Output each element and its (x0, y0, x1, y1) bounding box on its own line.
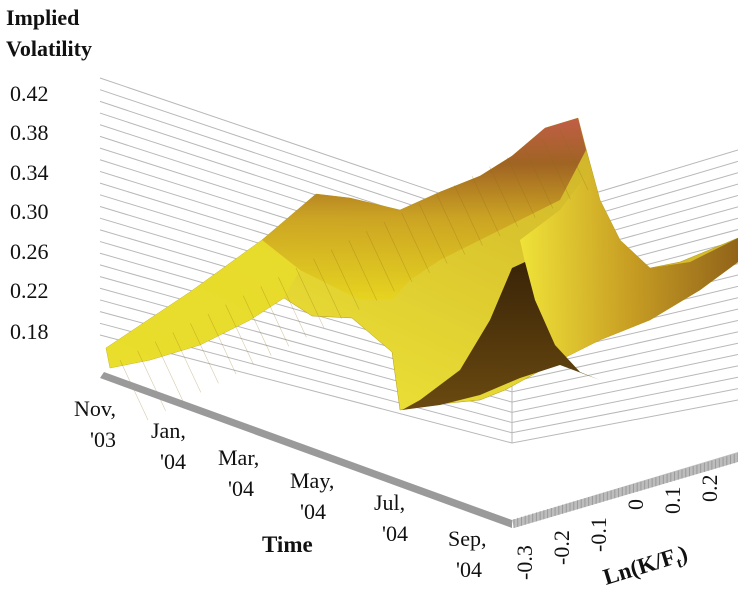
z-tick-label: 0.34 (10, 160, 49, 185)
moneyness-tick-labels: -0.3 -0.2 -0.1 0 0.1 0.2 (512, 475, 722, 581)
moneyness-axis-label: Ln(K/Ft) (600, 540, 691, 591)
surface-streak (313, 258, 342, 319)
z-axis-label: Implied Volatility (6, 5, 92, 61)
surface-streak (506, 157, 536, 218)
surface-streak (366, 231, 395, 292)
moneyness-tick-label: -0.1 (586, 517, 611, 552)
surface-streak (330, 249, 360, 310)
z-tick-labels: 0.42 0.38 0.34 0.30 0.26 0.22 0.18 (10, 81, 49, 344)
moneyness-minor-ticks (513, 453, 738, 528)
surface-shadow-fold (402, 262, 600, 410)
surface-streak (172, 332, 202, 393)
surface-streak (436, 194, 466, 255)
surface-streak (524, 148, 554, 209)
time-tick-label: Sep, '04 (448, 526, 492, 582)
surface-streak (154, 341, 184, 402)
time-tick-label: Nov, '03 (74, 396, 121, 452)
surface-streak (348, 240, 378, 301)
time-tick-label: Jul, '04 (374, 490, 411, 546)
time-tick-label: May, '04 (290, 468, 340, 524)
surface-streak (383, 221, 413, 283)
moneyness-tick-label: 0.2 (697, 475, 722, 503)
surface-streak (278, 277, 307, 338)
surface-streak (242, 295, 272, 356)
time-tick-labels: Nov, '03 Jan, '04 Mar, '04 May, '04 Jul,… (74, 396, 492, 582)
surface-main-ridge (262, 118, 586, 300)
z-tick-label: 0.22 (10, 278, 49, 303)
surface-streak (401, 212, 430, 273)
moneyness-tick-label: -0.3 (512, 545, 537, 580)
time-tick-label: Mar, '04 (218, 445, 265, 501)
moneyness-tick-label: 0 (623, 499, 648, 510)
time-axis-label: Time (262, 532, 313, 557)
moneyness-tick-label: 0.1 (660, 487, 685, 515)
time-axis-floor (100, 372, 512, 528)
surface-streak (190, 323, 219, 384)
z-tick-label: 0.26 (10, 239, 49, 264)
z-tick-label: 0.42 (10, 81, 49, 106)
time-tick-label: Jan, '04 (151, 418, 191, 474)
surface-ridge-lines (119, 129, 589, 421)
moneyness-tick-label: -0.2 (549, 530, 574, 565)
surface-streak (418, 203, 448, 264)
surface-streak (471, 175, 501, 237)
surface-streak (454, 185, 483, 246)
z-tick-label: 0.38 (10, 120, 49, 145)
surface-streak (207, 313, 237, 375)
surface-streak (559, 129, 589, 191)
volatility-surface (105, 117, 738, 421)
surface-streak (295, 267, 325, 329)
surface-streak (137, 350, 166, 411)
surface-center-bowl (520, 170, 738, 360)
surface-streak (489, 166, 518, 227)
z-tick-label: 0.30 (10, 199, 49, 224)
surface-left-lowland (106, 240, 300, 368)
surface-streak (225, 304, 254, 365)
surface-streak (260, 286, 290, 347)
surface-streak (542, 139, 571, 200)
z-tick-label: 0.18 (10, 319, 49, 344)
